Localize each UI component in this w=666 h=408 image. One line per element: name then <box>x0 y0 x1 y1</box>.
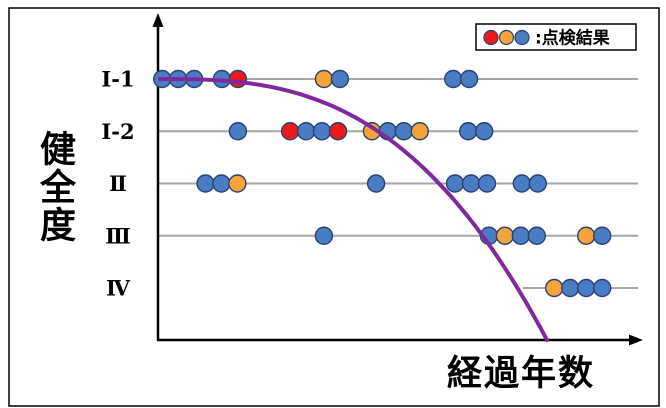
point-orange <box>545 278 564 298</box>
point-blue <box>366 174 386 193</box>
point-blue <box>196 174 215 193</box>
point-orange <box>495 226 515 245</box>
y-tick-label: Ⅰ-1 <box>101 67 134 92</box>
point-blue <box>314 226 334 245</box>
point-blue <box>445 174 465 193</box>
point-blue <box>212 174 231 193</box>
point-blue <box>512 174 531 193</box>
y-axis-title: 健全度 <box>34 130 75 244</box>
point-red <box>328 122 348 141</box>
point-blue <box>477 174 497 193</box>
point-orange <box>577 226 596 245</box>
point-blue <box>459 69 479 89</box>
point-blue <box>461 174 481 193</box>
legend: :点検結果 <box>475 23 637 51</box>
y-tick-label: Ⅳ <box>106 276 131 301</box>
point-blue <box>593 226 612 245</box>
y-tick-labels: Ⅰ-1 Ⅰ-2 Ⅱ Ⅲ Ⅳ <box>101 67 134 301</box>
y-tick-label: Ⅰ-2 <box>101 119 134 144</box>
point-blue <box>561 278 580 298</box>
inspection-points <box>152 69 612 298</box>
point-red <box>228 69 248 89</box>
point-orange <box>228 174 247 193</box>
y-tick-label: Ⅲ <box>105 223 131 248</box>
legend-label: :点検結果 <box>535 28 610 49</box>
legend-swatches <box>483 29 530 46</box>
y-axis-arrow <box>152 13 164 27</box>
point-orange <box>410 122 429 141</box>
point-blue <box>444 69 463 89</box>
point-blue <box>330 69 350 89</box>
point-blue <box>577 278 596 298</box>
point-blue <box>394 122 413 141</box>
y-tick-label: Ⅱ <box>109 171 127 196</box>
deterioration-curve <box>158 77 549 342</box>
point-blue <box>528 174 547 193</box>
point-blue <box>459 122 478 141</box>
point-blue <box>312 122 332 141</box>
legend-swatch-orange <box>498 29 515 46</box>
point-blue <box>593 278 612 298</box>
legend-swatch-blue <box>514 29 530 46</box>
point-blue <box>527 226 546 245</box>
point-orange <box>314 69 334 89</box>
point-blue <box>511 226 530 245</box>
point-blue <box>228 122 248 141</box>
x-axis-arrow <box>629 334 643 346</box>
point-red <box>280 122 300 141</box>
legend-swatch-red <box>483 29 499 46</box>
point-blue <box>475 122 494 141</box>
x-axis-title: 経過年数 <box>447 354 596 394</box>
point-blue <box>296 122 316 141</box>
